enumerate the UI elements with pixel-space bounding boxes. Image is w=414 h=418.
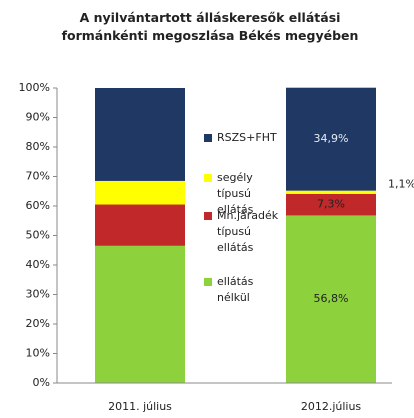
- bar-segment: [95, 180, 185, 205]
- legend-label: RSZS+FHT: [217, 131, 277, 144]
- bar-segment: [286, 87, 376, 191]
- y-tick-label: 30%: [26, 288, 50, 301]
- bar-segment: [95, 204, 185, 246]
- y-tick-label: 70%: [26, 170, 50, 183]
- y-tick-label: 90%: [26, 111, 50, 124]
- chart-title: A nyilvántartott álláskeresők ellátási fo…: [62, 10, 359, 43]
- legend-swatch: [204, 134, 212, 142]
- bar-segment: [286, 193, 376, 216]
- y-tick-label: 60%: [26, 199, 50, 212]
- bar-segment: [95, 245, 185, 383]
- legend-swatch: [204, 174, 212, 182]
- y-tick-label: 20%: [26, 317, 50, 330]
- y-tick-label: 50%: [26, 229, 50, 242]
- y-tick-label: 0%: [33, 376, 50, 389]
- legend-label: Mn.járadék típusú ellátás: [217, 209, 279, 254]
- legend-swatch: [204, 278, 212, 286]
- bar-segment: [286, 215, 376, 383]
- data-label: 1,1%: [388, 177, 414, 190]
- x-tick-label: 2011. július: [108, 400, 172, 413]
- legend-label: segély típusú ellátás: [217, 171, 254, 216]
- y-tick-label: 80%: [26, 140, 50, 153]
- legend-label: ellátás nélkül: [217, 275, 254, 304]
- bar-segment: [286, 190, 376, 194]
- data-label: 56,8%: [314, 292, 349, 305]
- y-tick-label: 40%: [26, 258, 50, 271]
- bar-segment: [95, 88, 185, 181]
- data-label: 34,9%: [314, 132, 349, 145]
- y-tick-label: 10%: [26, 347, 50, 360]
- x-tick-label: 2012.július: [301, 400, 362, 413]
- y-tick-label: 100%: [19, 81, 50, 94]
- legend-swatch: [204, 212, 212, 220]
- data-label: 7,3%: [317, 198, 345, 211]
